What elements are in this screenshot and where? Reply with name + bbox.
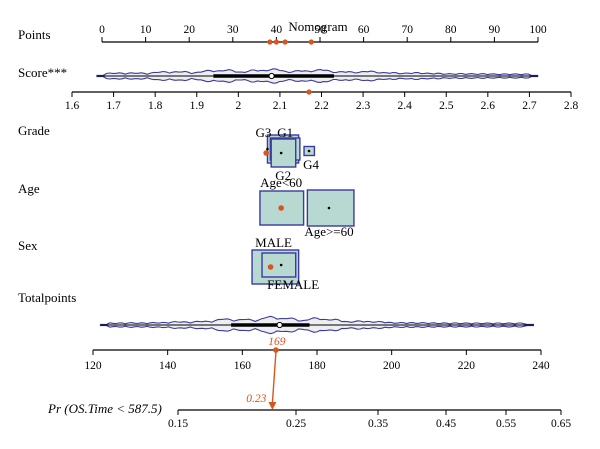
- row-label-sex: Sex: [18, 238, 38, 253]
- probability-axis-tick-label: 0.55: [496, 418, 516, 430]
- score-axis-tick-label: 1.9: [190, 100, 205, 112]
- row-label-grade: Grade: [18, 123, 50, 138]
- row-label-age: Age: [18, 181, 40, 196]
- grade-g2-box: [270, 138, 297, 168]
- points-axis-tick-label: 70: [401, 24, 413, 36]
- score-axis-tick-label: 2.1: [273, 100, 288, 112]
- sex-female-center-dot: [279, 263, 283, 267]
- age-selected-point: [278, 205, 284, 211]
- total-points-axis-tick-label: 140: [159, 360, 177, 372]
- row-label-totalpoints: Totalpoints: [18, 290, 76, 305]
- total-points-axis-tick-label: 220: [458, 360, 476, 372]
- row-label-score: Score***: [18, 65, 67, 80]
- total-points-axis-tick-label: 120: [84, 360, 102, 372]
- points-axis-tick-label: 30: [227, 24, 239, 36]
- sex-female-box: [261, 252, 297, 278]
- grade-g3-label: G3: [255, 125, 271, 140]
- age-age-60-label: Age<60: [260, 175, 302, 190]
- points-axis-tick-label: 0: [99, 24, 105, 36]
- points-highlight-point: [267, 39, 273, 45]
- score-median-point: [268, 72, 275, 80]
- row-label-points: Points: [18, 27, 51, 42]
- score-axis-tick-label: 2.5: [439, 100, 454, 112]
- score-axis-tick-label: 2: [235, 100, 241, 112]
- score-axis-tick-label: 1.7: [106, 100, 121, 112]
- total-points-median-point: [276, 321, 283, 329]
- sex-selected-point: [267, 264, 274, 270]
- points-highlight-point: [282, 39, 288, 45]
- points-axis-tick-label: 40: [271, 24, 283, 36]
- connector-arrowhead: [268, 402, 277, 410]
- score-axis-tick-label: 2.2: [314, 100, 329, 112]
- probability-selected-label: 0.23: [246, 393, 266, 405]
- score-axis-tick-label: 2.3: [356, 100, 371, 112]
- sex-male-label: MALE: [255, 235, 292, 250]
- grade-g2-label: G2: [275, 168, 291, 183]
- grade-g4-label: G4: [303, 157, 319, 172]
- grade-g2-center-dot: [279, 151, 283, 155]
- total-points-axis-tick-label: 200: [383, 360, 401, 372]
- total-points-selected-label: 169: [268, 336, 286, 348]
- total-points-axis-tick-label: 160: [234, 360, 252, 372]
- age-age-60-box: [306, 189, 355, 227]
- sex-female-label: FEMALE: [267, 277, 319, 292]
- points-highlight-point: [308, 39, 314, 45]
- connector-line: [271, 351, 277, 404]
- score-axis-tick-label: 2.7: [522, 100, 537, 112]
- total-points-axis-tick-label: 240: [532, 360, 550, 372]
- probability-axis-tick-label: 0.45: [436, 418, 456, 430]
- axes-layer: 0 10 20 30 40 50 60 70 80 90 100 1.6 1.7 1.8 1.9 2 2.1 2.…: [65, 24, 579, 430]
- probability-axis-tick-label: 0.65: [551, 418, 571, 430]
- probability-axis-tick-label: 0.25: [286, 418, 306, 430]
- score-axis-tick-label: 2.8: [564, 100, 579, 112]
- grade-g1-label: G1: [277, 125, 293, 140]
- points-axis-tick-label: 90: [489, 24, 501, 36]
- chart-title: Nomogram: [288, 19, 347, 34]
- probability-axis-tick-label: 0.15: [168, 418, 188, 430]
- grade-g3-center-dot: [266, 147, 269, 151]
- score-axis-tick-label: 2.6: [481, 100, 496, 112]
- points-axis-tick-label: 10: [140, 24, 152, 36]
- grade-g4-center-dot: [307, 149, 311, 153]
- age-age-60-center-dot: [327, 206, 331, 210]
- score-selected-point: [306, 89, 312, 95]
- score-axis-tick-label: 2.4: [397, 100, 412, 112]
- row-label-probability: Pr (OS.Time < 587.5): [47, 401, 162, 416]
- total-points-axis-tick-label: 180: [308, 360, 326, 372]
- score-axis-tick-label: 1.8: [148, 100, 163, 112]
- points-axis-tick-label: 100: [529, 24, 547, 36]
- age-age-60-label: Age>=60: [304, 224, 353, 239]
- probability-axis-tick-label: 0.35: [368, 418, 388, 430]
- points-axis-tick-label: 20: [183, 24, 195, 36]
- grade-selected-point: [263, 150, 269, 156]
- points-highlight-point: [273, 39, 279, 45]
- points-axis-tick-label: 60: [358, 24, 370, 36]
- total-points-selected-point: [273, 347, 279, 353]
- score-axis-tick-label: 1.6: [65, 100, 80, 112]
- points-axis-tick-label: 50: [314, 24, 326, 36]
- points-axis-tick-label: 80: [445, 24, 457, 36]
